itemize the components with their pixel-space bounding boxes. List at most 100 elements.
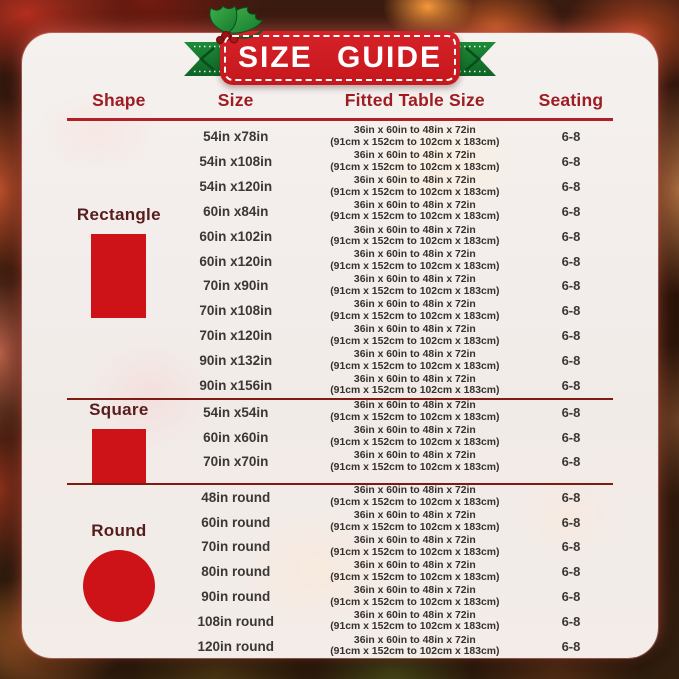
fitted-size-line2: (91cm x 152cm to 102cm x 183cm) [330, 646, 500, 658]
seating-value: 6-8 [561, 129, 581, 145]
table-row: 60in x84in 36in x 60in to 48in x 72in (91c… [171, 199, 613, 224]
fitted-size-value: 36in x 60in to 48in x 72in (91cm x 152cm … [301, 125, 529, 149]
seating-value: 6-8 [561, 253, 581, 269]
size-value: 60in round [201, 514, 271, 530]
table-row: 90in round 36in x 60in to 48in x 72in (91c… [171, 584, 613, 609]
size-guide-table: Shape Size Fitted Table Size Seating Rec… [67, 90, 613, 659]
table-body: Rectangle 54in x78in 36in x 60in to 48in x… [67, 125, 613, 659]
table-header-row: Shape Size Fitted Table Size Seating [67, 90, 613, 111]
seating-value: 6-8 [561, 489, 581, 505]
size-value: 60in x102in [199, 228, 273, 244]
fitted-size-line2: (91cm x 152cm to 102cm x 183cm) [330, 571, 500, 583]
table-row: 60in round 36in x 60in to 48in x 72in (91c… [171, 510, 613, 535]
shape-label: Square [89, 399, 149, 419]
seating-value: 6-8 [561, 228, 581, 244]
table-row: 120in round 36in x 60in to 48in x 72in (91… [171, 634, 613, 659]
fitted-size-line2: (91cm x 152cm to 102cm x 183cm) [330, 546, 500, 558]
fitted-size-value: 36in x 60in to 48in x 72in (91cm x 152cm … [301, 200, 529, 224]
header-divider-line [67, 118, 613, 121]
section-rows: 54in x78in 36in x 60in to 48in x 72in (91c… [171, 125, 613, 398]
fitted-size-line2: (91cm x 152cm to 102cm x 183cm) [330, 522, 500, 534]
fitted-size-line2: (91cm x 152cm to 102cm x 183cm) [330, 412, 500, 424]
fitted-size-value: 36in x 60in to 48in x 72in (91cm x 152cm … [301, 425, 529, 449]
size-value: 48in round [201, 489, 271, 505]
size-value: 70in x90in [203, 278, 269, 294]
fitted-size-line2: (91cm x 152cm to 102cm x 183cm) [330, 186, 500, 198]
table-row: 60in x60in 36in x 60in to 48in x 72in (91c… [171, 425, 613, 450]
size-value: 70in x70in [203, 454, 269, 470]
size-value: 54in x120in [199, 179, 273, 195]
table-row: 70in x108in 36in x 60in to 48in x 72in (91… [171, 298, 613, 323]
fitted-size-line2: (91cm x 152cm to 102cm x 183cm) [330, 136, 500, 148]
fitted-size-line1: 36in x 60in to 48in x 72in [353, 485, 476, 497]
seating-value: 6-8 [561, 353, 581, 369]
seating-value: 6-8 [561, 203, 581, 219]
fitted-size-line1: 36in x 60in to 48in x 72in [353, 224, 476, 236]
seating-value: 6-8 [561, 179, 581, 195]
shape-label: Rectangle [76, 204, 161, 224]
seating-value: 6-8 [561, 404, 581, 420]
fitted-size-line1: 36in x 60in to 48in x 72in [353, 400, 476, 412]
fitted-size-value: 36in x 60in to 48in x 72in (91cm x 152cm … [301, 485, 529, 509]
table-row: 60in x120in 36in x 60in to 48in x 72in (91… [171, 249, 613, 274]
table-row: 60in x102in 36in x 60in to 48in x 72in (91… [171, 224, 613, 249]
fitted-size-value: 36in x 60in to 48in x 72in (91cm x 152cm … [301, 400, 529, 424]
fitted-size-value: 36in x 60in to 48in x 72in (91cm x 152cm … [301, 585, 529, 609]
fitted-size-value: 36in x 60in to 48in x 72in (91cm x 152cm … [301, 610, 529, 634]
fitted-size-value: 36in x 60in to 48in x 72in (91cm x 152cm … [301, 450, 529, 474]
seating-value: 6-8 [561, 154, 581, 170]
seating-value: 6-8 [561, 539, 581, 555]
seating-value: 6-8 [561, 638, 581, 654]
fitted-size-value: 36in x 60in to 48in x 72in (91cm x 152cm … [301, 299, 529, 323]
fitted-size-value: 36in x 60in to 48in x 72in (91cm x 152cm … [301, 510, 529, 534]
fitted-size-line2: (91cm x 152cm to 102cm x 183cm) [330, 360, 500, 372]
fitted-size-line1: 36in x 60in to 48in x 72in [353, 450, 476, 462]
shape-cell: Square [67, 400, 171, 483]
fitted-size-line2: (91cm x 152cm to 102cm x 183cm) [330, 497, 500, 509]
size-value: 80in round [201, 564, 271, 580]
size-value: 60in x84in [203, 203, 269, 219]
fitted-size-line2: (91cm x 152cm to 102cm x 183cm) [330, 335, 500, 347]
seating-value: 6-8 [561, 589, 581, 605]
seating-value: 6-8 [561, 328, 581, 344]
fitted-size-line1: 36in x 60in to 48in x 72in [353, 299, 476, 311]
seating-value: 6-8 [561, 303, 581, 319]
fitted-size-value: 36in x 60in to 48in x 72in (91cm x 152cm … [301, 374, 529, 398]
fitted-size-line1: 36in x 60in to 48in x 72in [353, 559, 476, 571]
fitted-size-value: 36in x 60in to 48in x 72in (91cm x 152cm … [301, 324, 529, 348]
square-shape-icon [91, 428, 146, 483]
table-row: 70in round 36in x 60in to 48in x 72in (91c… [171, 534, 613, 559]
size-value: 108in round [197, 613, 274, 629]
table-row: 70in x70in 36in x 60in to 48in x 72in (91c… [171, 449, 613, 474]
fitted-size-value: 36in x 60in to 48in x 72in (91cm x 152cm … [301, 560, 529, 584]
size-value: 90in x156in [199, 377, 273, 393]
fitted-size-line2: (91cm x 152cm to 102cm x 183cm) [330, 385, 500, 397]
seating-value: 6-8 [561, 613, 581, 629]
table-row: 54in x54in 36in x 60in to 48in x 72in (91c… [171, 400, 613, 425]
size-value: 60in x120in [199, 253, 273, 269]
shape-section-square: Square 54in x54in 36in x 60in to 48in x 72… [67, 397, 613, 483]
fitted-size-value: 36in x 60in to 48in x 72in (91cm x 152cm … [301, 225, 529, 249]
size-value: 70in round [201, 539, 271, 555]
table-row: 108in round 36in x 60in to 48in x 72in (91… [171, 609, 613, 634]
fitted-size-line2: (91cm x 152cm to 102cm x 183cm) [330, 596, 500, 608]
fitted-size-line1: 36in x 60in to 48in x 72in [353, 634, 476, 646]
fitted-size-value: 36in x 60in to 48in x 72in (91cm x 152cm … [301, 635, 529, 659]
fitted-size-line1: 36in x 60in to 48in x 72in [353, 174, 476, 186]
fitted-size-line2: (91cm x 152cm to 102cm x 183cm) [330, 161, 500, 173]
fitted-size-line1: 36in x 60in to 48in x 72in [353, 125, 476, 137]
size-value: 120in round [197, 638, 274, 654]
header-shape: Shape [92, 90, 146, 110]
table-row: 80in round 36in x 60in to 48in x 72in (91c… [171, 559, 613, 584]
fitted-size-line1: 36in x 60in to 48in x 72in [353, 373, 476, 385]
fitted-size-line1: 36in x 60in to 48in x 72in [353, 609, 476, 621]
banner-title: SIZE GUIDE [237, 41, 443, 74]
size-value: 60in x60in [203, 429, 269, 445]
fitted-size-value: 36in x 60in to 48in x 72in (91cm x 152cm … [301, 349, 529, 373]
fitted-size-line1: 36in x 60in to 48in x 72in [353, 348, 476, 360]
table-row: 48in round 36in x 60in to 48in x 72in (91c… [171, 485, 613, 510]
fitted-size-line2: (91cm x 152cm to 102cm x 183cm) [330, 621, 500, 633]
fitted-size-line1: 36in x 60in to 48in x 72in [353, 150, 476, 162]
fitted-size-line1: 36in x 60in to 48in x 72in [353, 584, 476, 596]
